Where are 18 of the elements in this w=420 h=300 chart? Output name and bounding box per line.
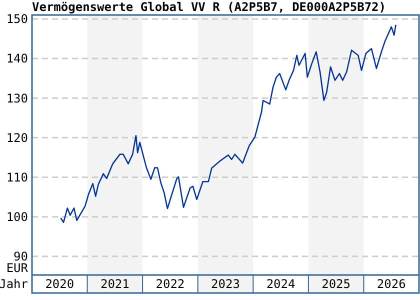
x-tick-label: 2025 xyxy=(322,277,351,292)
x-tick-label: 2024 xyxy=(266,277,296,292)
y-tick-label: 90 xyxy=(14,250,28,264)
x-tick-label: 2021 xyxy=(100,277,130,292)
y-tick-label: 120 xyxy=(6,130,28,145)
line-series xyxy=(60,24,396,224)
x-tick-label: 2026 xyxy=(376,277,406,292)
x-axis-title: Jahr xyxy=(0,277,28,292)
x-tick-label: 2023 xyxy=(211,277,240,292)
y-tick-label: 140 xyxy=(6,52,28,66)
y-tick-label: 150 xyxy=(6,12,28,26)
x-tick-label: 2020 xyxy=(45,277,74,292)
y-tick-label: 110 xyxy=(6,170,28,184)
x-tick-label: 2022 xyxy=(156,277,185,292)
y-axis-title: EUR xyxy=(6,261,29,276)
chart-title: Vermögenswerte Global VV R (A2P5B7, DE000A2P5B72) xyxy=(32,0,386,14)
y-tick-label: 130 xyxy=(6,91,28,106)
y-tick-label: 100 xyxy=(6,210,28,224)
